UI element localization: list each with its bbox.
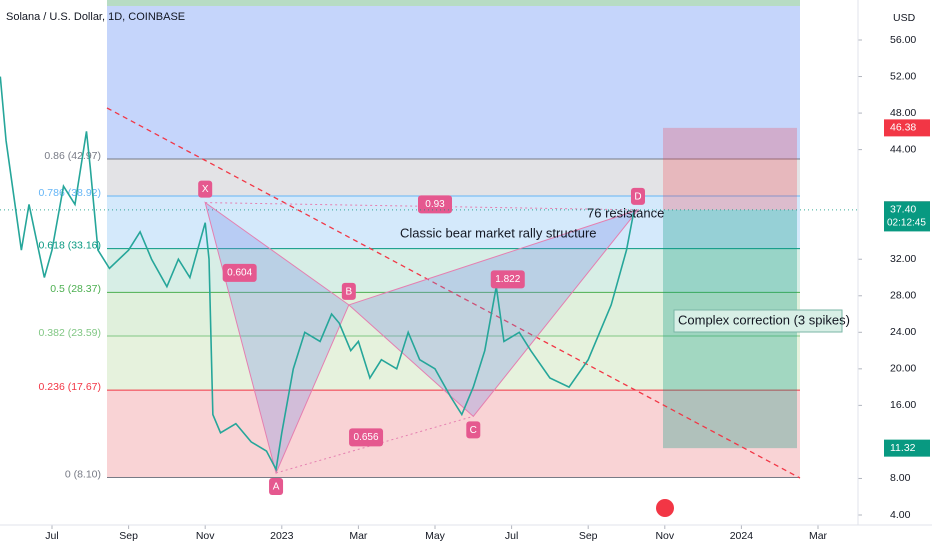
annotation: 76 resistance [587, 205, 664, 220]
pattern-point [341, 282, 356, 300]
zone [107, 336, 800, 391]
x-tick-label: Mar [349, 530, 368, 542]
zone [107, 390, 800, 478]
y-tick-label: 56.00 [890, 34, 916, 46]
x-tick-label: Sep [119, 530, 138, 542]
trendline [106, 107, 801, 479]
pattern-label: D [634, 192, 641, 203]
x-tick-label: Sep [579, 530, 598, 542]
ratio-label: 0.93 [425, 199, 445, 210]
pattern-label: B [345, 287, 352, 298]
ratio-label: 1.822 [495, 274, 520, 285]
y-tick-label: 4.00 [890, 509, 911, 521]
y-tick-label: 44.00 [890, 143, 916, 155]
ratio-box [490, 270, 525, 289]
y-tick-label: 28.00 [890, 290, 916, 302]
fib-label: 0.618 (33.16) [39, 239, 101, 251]
price-badge-label: 11.32 [890, 442, 916, 454]
countdown: 02:12:45 [887, 218, 926, 229]
annotation: Complex correction (3 spikes) [678, 312, 850, 327]
ratio-box [349, 428, 384, 447]
fib-label: 0.786 (38.92) [39, 187, 101, 199]
price-line [0, 76, 635, 472]
fib-label: 0.5 (28.37) [50, 283, 101, 295]
plot: 0.86 (42.97) 0.786 (38.92) 0.618 (33.16) 0.… [0, 34, 930, 542]
x-tick-label: Mar [809, 530, 828, 542]
currency: USD [893, 12, 916, 24]
ratio-box [222, 263, 257, 282]
y-tick-label: 20.00 [890, 363, 916, 375]
pattern-point [630, 187, 645, 205]
x-tick-label: Nov [655, 530, 674, 542]
price-badge [884, 439, 930, 457]
y-tick-label: 8.00 [890, 472, 911, 484]
pattern-bcd [347, 208, 640, 418]
pattern-label: A [273, 482, 280, 493]
fib-label: 0.382 (23.59) [39, 327, 101, 339]
price-badge-label: 37.40 [890, 204, 916, 216]
title: Solana / U.S. Dollar, 1D, COINBASE [6, 11, 185, 23]
y-tick-label: 32.00 [890, 253, 916, 265]
zone [107, 196, 800, 249]
pattern-point [269, 477, 284, 495]
fib-label: 0 (8.10) [65, 468, 101, 480]
pattern-point [198, 180, 213, 198]
event-icon [656, 499, 674, 517]
x-tick-label: May [425, 530, 446, 542]
pattern-label: C [470, 425, 477, 436]
ratio-box [418, 195, 452, 214]
price-badge [884, 201, 930, 232]
y-tick-label: 16.00 [890, 399, 916, 411]
ratio-label: 0.656 [354, 432, 379, 443]
x-tick-label: Jul [45, 530, 58, 542]
annotation: Classic bear market rally structure [400, 225, 597, 240]
fib-label: 0.236 (17.67) [39, 381, 101, 393]
price-badge [884, 119, 930, 137]
y-tick-label: 24.00 [890, 326, 916, 338]
stop-zone [663, 127, 797, 210]
fib-label: 0.86 (42.97) [44, 150, 101, 162]
zone [107, 0, 800, 160]
x-tick-label: Jul [505, 530, 518, 542]
y-tick-label: 48.00 [890, 107, 916, 119]
pattern-point [466, 421, 481, 439]
pattern-label: X [202, 184, 209, 195]
price-badge-label: 46.38 [890, 122, 916, 134]
zone [107, 159, 800, 197]
zone [107, 0, 800, 6]
x-tick-label: 2023 [270, 530, 294, 542]
annotation-box [673, 309, 843, 333]
pattern-link [275, 415, 474, 474]
x-tick-label: 2024 [730, 530, 754, 542]
x-tick-label: Nov [196, 530, 215, 542]
ratio-label: 0.604 [227, 268, 252, 279]
y-tick-label: 52.00 [890, 70, 916, 82]
